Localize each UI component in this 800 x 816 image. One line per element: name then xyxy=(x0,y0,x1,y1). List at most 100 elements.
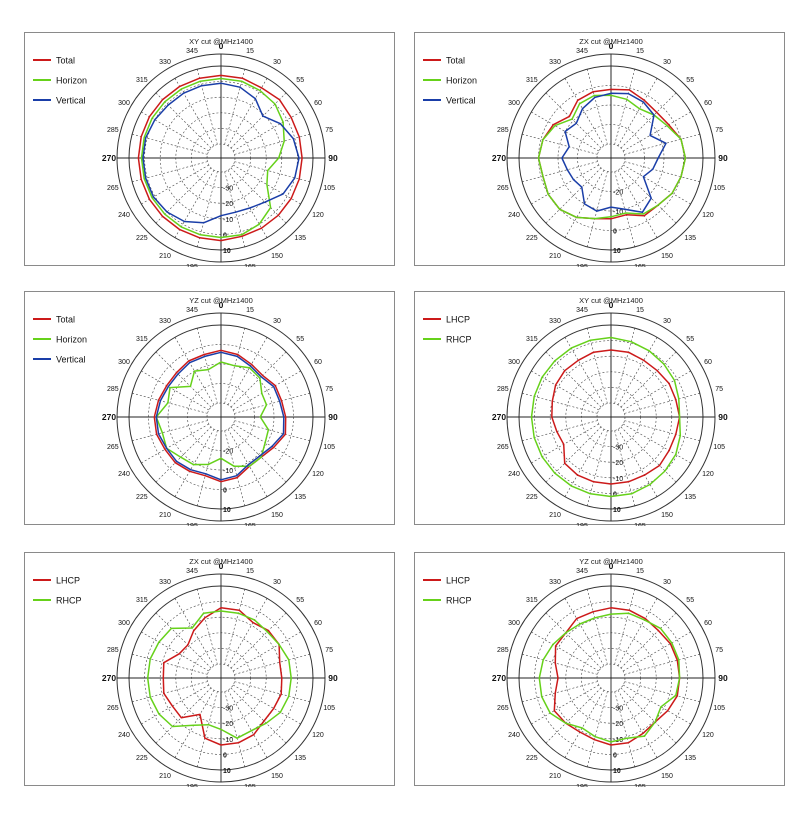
spoke-line xyxy=(522,681,598,703)
data-point xyxy=(236,477,238,479)
series-points-rhcp xyxy=(538,612,681,743)
data-point xyxy=(248,367,251,369)
data-point xyxy=(137,157,139,159)
data-point xyxy=(158,713,160,715)
data-point xyxy=(148,116,151,118)
data-point xyxy=(554,360,556,362)
data-point xyxy=(164,448,166,450)
data-point xyxy=(594,218,596,220)
data-point xyxy=(264,441,266,444)
data-point xyxy=(279,711,282,713)
data-point xyxy=(259,455,261,457)
data-point xyxy=(594,96,596,98)
angle-tick-label: 315 xyxy=(136,597,148,604)
data-point xyxy=(236,737,238,739)
angle-tick-label: 55 xyxy=(296,77,304,84)
data-point xyxy=(145,137,147,139)
data-point xyxy=(176,372,178,374)
data-point xyxy=(610,206,612,208)
spoke-line xyxy=(522,133,598,155)
data-point xyxy=(575,122,577,124)
radial-tick-label: -20 xyxy=(613,190,623,197)
data-point xyxy=(610,349,612,351)
data-point xyxy=(576,216,578,219)
spoke-line xyxy=(155,92,212,149)
data-point xyxy=(684,157,687,159)
spoke-line xyxy=(141,370,210,411)
data-point xyxy=(207,463,209,466)
data-point xyxy=(649,483,651,486)
angle-tick-label: 240 xyxy=(118,212,130,219)
angle-tick-label: 330 xyxy=(159,579,171,586)
spoke-line xyxy=(622,423,691,464)
data-point xyxy=(203,612,205,614)
angle-tick-label: 270 xyxy=(102,673,116,683)
spoke-line xyxy=(624,653,700,675)
data-point xyxy=(220,351,222,353)
spoke-line xyxy=(230,687,287,744)
spoke-line xyxy=(545,687,602,744)
data-point xyxy=(627,612,629,614)
legend-label: Horizon xyxy=(446,76,477,86)
data-point xyxy=(630,493,633,495)
data-point xyxy=(554,472,556,474)
polar-chart-3: YZ cut @MHz14000153055607590105120135150… xyxy=(33,296,338,526)
data-point xyxy=(294,177,296,179)
data-point xyxy=(542,659,544,661)
data-point xyxy=(241,77,243,79)
spoke-line xyxy=(586,69,608,145)
series-points-rhcp xyxy=(530,336,681,498)
angle-tick-label: 60 xyxy=(704,100,712,107)
spoke-line xyxy=(586,691,608,767)
spoke-line xyxy=(224,691,246,767)
data-point xyxy=(239,86,241,88)
radial-tick-label: -30 xyxy=(613,706,623,713)
data-point xyxy=(571,118,573,120)
data-point xyxy=(236,355,238,357)
spoke-line xyxy=(531,684,600,725)
data-point xyxy=(237,612,239,614)
data-point xyxy=(554,662,556,664)
data-point xyxy=(267,169,269,172)
data-point xyxy=(665,142,667,144)
angle-tick-label: 285 xyxy=(497,386,509,393)
data-point xyxy=(199,80,202,82)
data-point xyxy=(579,623,581,625)
data-point xyxy=(199,234,202,236)
spoke-line xyxy=(234,161,310,183)
angle-tick-label: 60 xyxy=(314,359,322,366)
angle-tick-label: 105 xyxy=(713,185,725,192)
data-point xyxy=(290,677,292,679)
data-point xyxy=(542,175,544,177)
angle-tick-label: 210 xyxy=(549,773,561,780)
spoke-line xyxy=(234,653,310,675)
data-point xyxy=(610,92,612,94)
data-point xyxy=(564,370,566,372)
data-point xyxy=(174,462,176,464)
data-point xyxy=(260,456,262,458)
spoke-line xyxy=(174,428,215,497)
data-point xyxy=(592,611,594,613)
data-point xyxy=(664,470,666,472)
data-point xyxy=(279,123,282,125)
data-point xyxy=(638,108,641,110)
data-point xyxy=(204,355,206,357)
data-point xyxy=(627,481,629,483)
data-point xyxy=(271,445,273,448)
angle-tick-label: 15 xyxy=(636,568,644,575)
data-point xyxy=(628,609,630,611)
data-point xyxy=(164,101,166,103)
angle-tick-label: 330 xyxy=(159,59,171,66)
spoke-line xyxy=(132,392,208,414)
angle-tick-label: 60 xyxy=(314,100,322,107)
data-point xyxy=(298,178,300,180)
spoke-line xyxy=(531,111,600,152)
angle-tick-label: 315 xyxy=(526,597,538,604)
data-point xyxy=(258,223,260,225)
angle-tick-label: 265 xyxy=(107,705,119,712)
spoke-line xyxy=(232,111,301,152)
data-point xyxy=(576,617,578,620)
data-point xyxy=(610,741,612,743)
angle-tick-label: 15 xyxy=(636,307,644,314)
angle-tick-label: 75 xyxy=(715,127,723,134)
